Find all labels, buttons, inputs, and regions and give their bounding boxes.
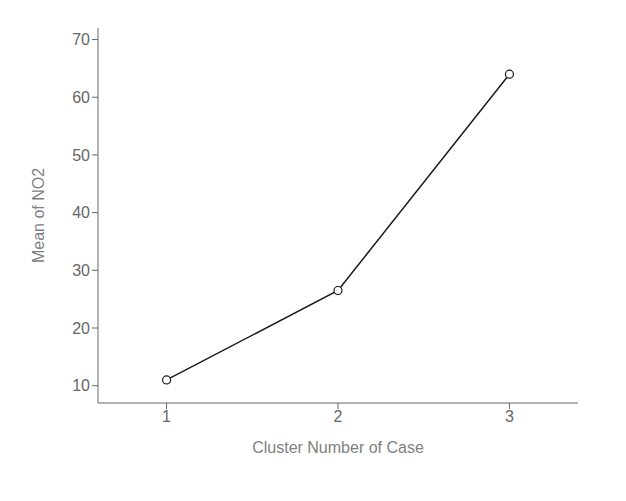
svg-text:50: 50 [72,147,90,164]
svg-text:20: 20 [72,320,90,337]
svg-text:3: 3 [505,408,514,425]
svg-text:Cluster Number of Case: Cluster Number of Case [252,439,424,456]
svg-text:10: 10 [72,377,90,394]
svg-text:2: 2 [334,408,343,425]
svg-text:60: 60 [72,89,90,106]
svg-text:70: 70 [72,31,90,48]
svg-text:40: 40 [72,204,90,221]
svg-text:Mean of NO2: Mean of NO2 [30,168,47,263]
svg-text:1: 1 [162,408,171,425]
svg-text:30: 30 [72,262,90,279]
